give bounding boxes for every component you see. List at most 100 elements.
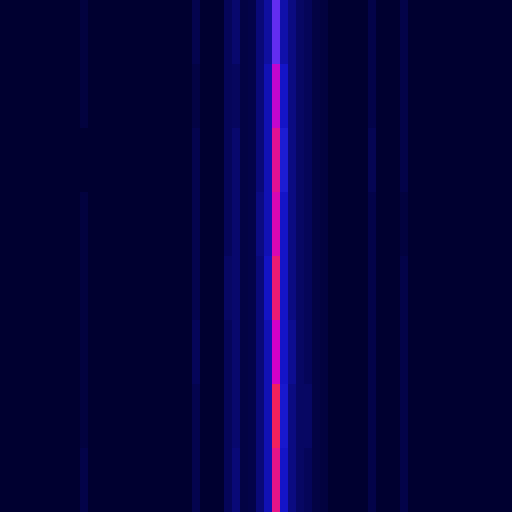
heatmap-cell <box>120 448 128 512</box>
heatmap-cell <box>240 256 248 320</box>
heatmap-cell <box>104 256 112 320</box>
heatmap-cell <box>168 384 176 448</box>
heatmap-cell <box>344 256 352 320</box>
heatmap-cell <box>416 256 424 320</box>
heatmap-cell <box>456 256 464 320</box>
heatmap-cell <box>192 128 200 192</box>
heatmap-cell <box>464 256 472 320</box>
heatmap-cell <box>384 320 392 384</box>
heatmap-cell <box>40 128 48 192</box>
heatmap-cell <box>208 64 216 128</box>
heatmap-cell <box>376 384 384 448</box>
heatmap-cell <box>408 128 416 192</box>
heatmap-cell <box>408 384 416 448</box>
heatmap-cell <box>56 320 64 384</box>
heatmap-cell <box>200 448 208 512</box>
heatmap-cell <box>464 64 472 128</box>
heatmap-cell <box>200 0 208 64</box>
heatmap-cell <box>376 128 384 192</box>
heatmap-cell <box>304 448 312 512</box>
heatmap-cell <box>120 64 128 128</box>
heatmap-cell <box>240 384 248 448</box>
heatmap-cell <box>352 0 360 64</box>
heatmap-cell <box>152 256 160 320</box>
heatmap-cell <box>96 256 104 320</box>
heatmap-cell <box>264 448 272 512</box>
heatmap-cell <box>40 384 48 448</box>
heatmap-cell <box>456 0 464 64</box>
heatmap-cell <box>160 448 168 512</box>
heatmap-cell <box>480 192 488 256</box>
heatmap-cell <box>464 320 472 384</box>
heatmap-cell <box>288 256 296 320</box>
heatmap-cell <box>32 192 40 256</box>
heatmap-cell <box>368 0 376 64</box>
heatmap-cell <box>240 0 248 64</box>
heatmap-cell <box>296 320 304 384</box>
heatmap-cell <box>320 0 328 64</box>
heatmap-cell <box>216 448 224 512</box>
heatmap-cell <box>392 0 400 64</box>
heatmap-cell <box>112 128 120 192</box>
heatmap-cell <box>128 448 136 512</box>
heatmap-cell <box>0 128 8 192</box>
heatmap-cell <box>480 320 488 384</box>
heatmap-cell <box>272 256 280 320</box>
heatmap-cell <box>72 384 80 448</box>
heatmap-cell <box>416 64 424 128</box>
heatmap-cell <box>136 384 144 448</box>
heatmap-cell <box>232 448 240 512</box>
heatmap-cell <box>504 320 512 384</box>
heatmap-cell <box>424 320 432 384</box>
heatmap-cell <box>384 448 392 512</box>
heatmap-cell <box>352 320 360 384</box>
heatmap-cell <box>432 192 440 256</box>
heatmap-cell <box>384 64 392 128</box>
heatmap-cell <box>320 192 328 256</box>
heatmap-cell <box>496 128 504 192</box>
heatmap-cell <box>336 64 344 128</box>
heatmap-cell <box>280 256 288 320</box>
heatmap-cell <box>168 192 176 256</box>
heatmap-cell <box>56 0 64 64</box>
heatmap-cell <box>96 192 104 256</box>
heatmap-cell <box>464 384 472 448</box>
heatmap-cell <box>376 0 384 64</box>
heatmap-cell <box>288 448 296 512</box>
heatmap-cell <box>184 64 192 128</box>
heatmap-cell <box>272 320 280 384</box>
heatmap-cell <box>56 256 64 320</box>
heatmap-cell <box>480 64 488 128</box>
heatmap-cell <box>32 256 40 320</box>
heatmap-cell <box>472 128 480 192</box>
heatmap-cell <box>64 64 72 128</box>
heatmap-cell <box>88 128 96 192</box>
heatmap-cell <box>432 320 440 384</box>
heatmap-cell <box>24 192 32 256</box>
heatmap-cell <box>328 192 336 256</box>
heatmap-cell <box>352 64 360 128</box>
heatmap-cell <box>304 320 312 384</box>
heatmap-cell <box>296 128 304 192</box>
heatmap-cell <box>208 384 216 448</box>
heatmap-cell <box>360 320 368 384</box>
heatmap-cell <box>192 192 200 256</box>
heatmap-cell <box>152 64 160 128</box>
heatmap-cell <box>152 128 160 192</box>
heatmap-cell <box>496 192 504 256</box>
heatmap-cell <box>288 0 296 64</box>
heatmap-cell <box>8 256 16 320</box>
heatmap-cell <box>0 0 8 64</box>
heatmap-cell <box>120 256 128 320</box>
heatmap-cell <box>408 448 416 512</box>
heatmap-cell <box>48 128 56 192</box>
heatmap-cell <box>144 256 152 320</box>
heatmap-cell <box>56 448 64 512</box>
heatmap-cell <box>112 192 120 256</box>
heatmap-cell <box>72 128 80 192</box>
heatmap-cell <box>368 384 376 448</box>
heatmap-cell <box>128 128 136 192</box>
heatmap-cell <box>192 448 200 512</box>
heatmap-cell <box>72 192 80 256</box>
heatmap-cell <box>392 128 400 192</box>
